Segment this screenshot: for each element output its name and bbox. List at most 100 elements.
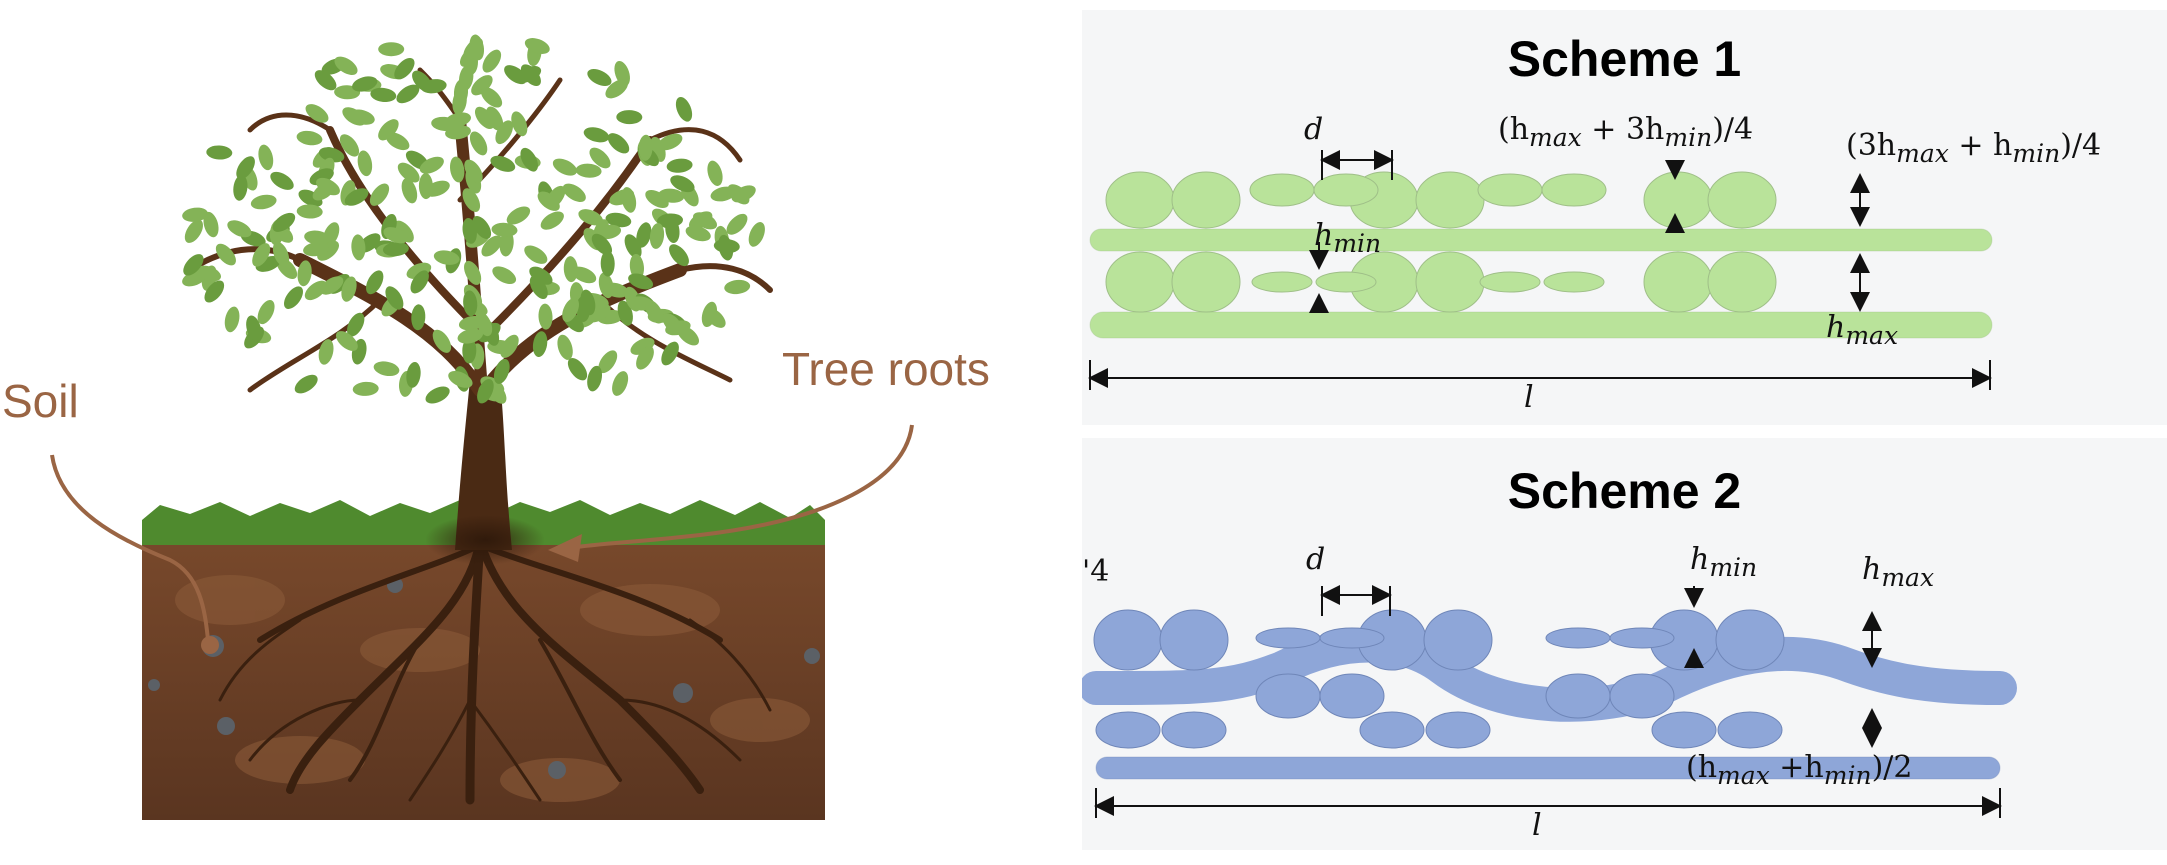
- leaf-icon: [206, 145, 233, 160]
- leaf-icon: [369, 183, 390, 206]
- leaf-icon: [675, 96, 693, 122]
- leaf-icon: [396, 84, 420, 104]
- fiber-ellipse: [1315, 271, 1377, 293]
- leaf-icon: [195, 265, 222, 282]
- leaf-icon: [366, 270, 384, 295]
- leaf-icon: [636, 346, 654, 370]
- tree-roots-label: Tree roots: [782, 343, 990, 395]
- leaf-icon: [603, 282, 629, 298]
- leaf-icon: [352, 381, 379, 396]
- leaf-icon: [557, 334, 573, 360]
- scheme1-diagram: [1088, 150, 1993, 390]
- leaf-icon: [351, 234, 366, 261]
- fiber-ellipse: [1545, 673, 1611, 719]
- leaf-icon: [378, 119, 399, 141]
- leaf-icon: [661, 341, 679, 366]
- leaf-icon: [727, 184, 750, 205]
- leaf-icon: [495, 120, 513, 145]
- leaf-icon: [432, 329, 452, 353]
- leaf-icon: [304, 280, 328, 301]
- leaf-icon: [493, 358, 510, 384]
- roots-arrow: [569, 424, 914, 550]
- leaf-icon: [318, 339, 334, 365]
- leaf-icon: [425, 386, 450, 404]
- scheme1-title: Scheme 1: [1507, 31, 1742, 87]
- leaf-icon: [431, 116, 458, 131]
- fiber-strand: [1089, 311, 1993, 339]
- leaf-icon: [449, 156, 465, 183]
- scheme1-hmax-label: hmax: [1826, 310, 1899, 350]
- fiber-ellipse: [1319, 627, 1385, 649]
- leaf-icon: [342, 107, 366, 126]
- leaf-icon: [294, 374, 318, 394]
- leaf-icon: [724, 279, 751, 295]
- leaf-icon: [692, 212, 718, 230]
- leaf-icon: [638, 134, 653, 161]
- leaf-icon: [580, 289, 596, 316]
- leaf-icon: [666, 158, 693, 173]
- leaf-icon: [471, 75, 493, 96]
- scheme2-avg-label: (hmax +hmin)/2: [1686, 750, 1913, 790]
- scheme1-hmin-label: hmin: [1314, 218, 1382, 258]
- leaf-icon: [394, 57, 415, 80]
- roots-arrowhead: [548, 534, 582, 562]
- leaf-icon: [628, 273, 654, 290]
- fiber-ellipse: [1651, 711, 1717, 749]
- leaf-icon: [382, 242, 409, 257]
- leaf-icon: [303, 241, 329, 257]
- leaf-icon: [352, 76, 378, 92]
- leaf-icon: [499, 230, 514, 257]
- leaf-icon: [524, 245, 548, 264]
- fiber-ellipse: [1249, 173, 1315, 207]
- leaf-icon: [344, 188, 369, 206]
- leaf-icon: [469, 131, 488, 156]
- fiber-strand: [1089, 228, 1993, 252]
- fiber-ellipse: [1251, 271, 1313, 293]
- leaf-icon: [520, 147, 538, 172]
- leaf-icon: [397, 162, 420, 183]
- fiber-ellipse: [1095, 711, 1161, 749]
- leaf-icon: [677, 325, 700, 346]
- leaf-icon: [649, 223, 665, 249]
- leaf-icon: [258, 144, 274, 171]
- leaf-icon: [463, 290, 478, 317]
- leaf-icon: [378, 42, 405, 57]
- scheme1-d-label: d: [1304, 112, 1324, 147]
- leaf-icon: [609, 189, 635, 206]
- leaf-icon: [562, 183, 586, 202]
- trunk: [455, 380, 512, 550]
- leaf-icon: [670, 175, 695, 193]
- fiber-ellipse: [1541, 173, 1607, 207]
- callout-arrows: [50, 424, 914, 654]
- leaf-icon: [246, 315, 262, 341]
- leaf-icon: [605, 79, 628, 99]
- leaf-icon: [552, 158, 577, 176]
- fiber-ellipse: [1105, 251, 1175, 313]
- scheme2-hmax-label: hmax: [1862, 552, 1935, 592]
- leaf-icon: [462, 337, 477, 364]
- leaf-icon: [669, 244, 689, 267]
- scheme1-panel: Scheme 1: [1082, 10, 2167, 425]
- fiber-ellipse: [1707, 251, 1777, 313]
- leaf-icon: [587, 365, 603, 392]
- leaf-icon: [425, 180, 450, 197]
- tree-illustration: [142, 34, 825, 820]
- leaf-icon: [462, 188, 481, 212]
- leaf-icon: [464, 159, 483, 183]
- scheme1-top-label-1: (hmax + 3hmin)/4: [1498, 112, 1754, 152]
- leaf-icon: [420, 79, 447, 94]
- leaf-icon: [490, 155, 516, 172]
- soil-stones: [175, 575, 810, 802]
- leaf-icon: [482, 49, 502, 73]
- leaf-icon: [464, 260, 482, 285]
- leaf-icon: [657, 133, 683, 151]
- leaf-icon: [629, 253, 644, 280]
- fiber-ellipse: [1161, 711, 1227, 749]
- leaf-icon: [617, 300, 633, 326]
- leaf-icon: [383, 227, 409, 244]
- leaf-icon: [529, 275, 548, 300]
- scheme2-hmin-label: hmin: [1690, 542, 1758, 582]
- leaf-icon: [571, 266, 597, 284]
- leaf-icon: [578, 209, 604, 226]
- fiber-ellipse: [1423, 609, 1493, 671]
